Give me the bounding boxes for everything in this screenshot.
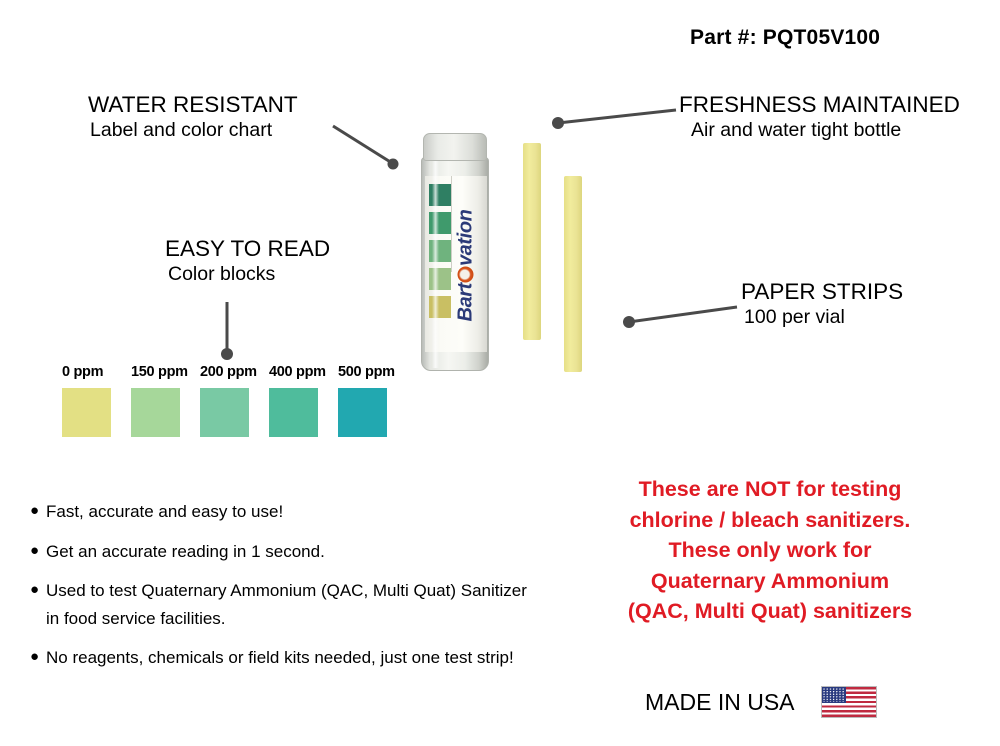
color-swatch-cell: 200 ppm [200, 364, 257, 437]
callout-water-resistant: WATER RESISTANT Label and color chart [88, 92, 298, 142]
leader-line-easy-to-read [221, 302, 233, 360]
vial-body: Bart vation [421, 157, 489, 371]
ppm-color-chart: 0 ppm 150 ppm 200 ppm 400 ppm 500 ppm [62, 364, 395, 437]
warning-line: chlorine / bleach sanitizers. [629, 507, 911, 532]
swatch-label: 400 ppm [269, 364, 326, 380]
product-vial: Bart vation [421, 133, 489, 371]
vial-label-seam [451, 176, 452, 272]
vial-brand: Bart vation [452, 176, 480, 352]
bullet-marker: ● [30, 541, 40, 559]
swatch-box [62, 388, 111, 437]
callout-subtext: Air and water tight bottle [691, 118, 902, 141]
callout-heading: WATER RESISTANT [88, 92, 298, 117]
vial-color-block [429, 212, 451, 234]
color-swatch-cell: 150 ppm [131, 364, 188, 437]
part-number: Part #: PQT05V100 [690, 26, 881, 49]
vial-color-block [429, 184, 451, 206]
bullet-text: Get an accurate reading in 1 second. [46, 541, 325, 561]
swatch-label: 0 ppm [62, 364, 104, 380]
bullet-marker: ● [30, 581, 40, 599]
swatch-box [338, 388, 387, 437]
warning-notice: These are NOT for testing chlorine / ble… [570, 474, 970, 627]
paper-strip [523, 143, 541, 340]
bullet-marker: ● [30, 502, 40, 519]
bullet-marker: ● [30, 648, 40, 666]
flag-canton [821, 687, 846, 703]
vial-color-block [429, 296, 451, 318]
made-in-usa-badge: MADE IN USA [645, 686, 877, 718]
bartovation-logo-icon [457, 266, 474, 283]
callout-heading: EASY TO READ [165, 236, 331, 261]
callout-subtext: Label and color chart [90, 118, 273, 141]
brand-text-before: Bart [454, 283, 477, 322]
swatch-label: 500 ppm [338, 364, 395, 380]
warning-line: These are NOT for testing [638, 477, 902, 501]
vial-color-block [429, 240, 451, 262]
color-swatch-cell: 0 ppm [62, 364, 111, 437]
vial-color-block [429, 268, 451, 290]
callout-easy-to-read: EASY TO READ Color blocks [165, 236, 330, 286]
list-item: ● No reagents, chemicals or field kits n… [30, 644, 540, 672]
swatch-label: 200 ppm [200, 364, 257, 380]
warning-line: These only work for [668, 538, 872, 563]
brand-text-after: vation [454, 209, 477, 267]
swatch-box [269, 388, 318, 437]
vial-color-blocks [429, 184, 451, 318]
callout-paper-strips: PAPER STRIPS 100 per vial [741, 279, 903, 329]
leader-line-freshness [552, 108, 677, 129]
callout-subtext: Color blocks [168, 262, 276, 285]
callout-heading: FRESHNESS MAINTAINED [679, 92, 960, 117]
color-swatch-cell: 400 ppm [269, 364, 326, 437]
leader-line-paper-strips [623, 305, 738, 328]
callout-freshness-maintained: FRESHNESS MAINTAINED Air and water tight… [679, 92, 960, 142]
warning-line: (QAC, Multi Quat) sanitizers [627, 599, 913, 624]
color-swatch-cell: 500 ppm [338, 364, 395, 437]
callout-heading: PAPER STRIPS [741, 279, 904, 304]
list-item: ● Fast, accurate and easy to use! [30, 498, 540, 526]
bullet-text: No reagents, chemicals or field kits nee… [46, 648, 514, 668]
bullet-text: Fast, accurate and easy to use! [46, 502, 284, 521]
swatch-label: 150 ppm [131, 364, 188, 380]
list-item: ● Get an accurate reading in 1 second. [30, 538, 540, 566]
bullet-text: Used to test Quaternary Ammonium (QAC, M… [46, 581, 527, 628]
leader-line-water-resistant [332, 124, 399, 170]
swatch-box [131, 388, 180, 437]
callout-subtext: 100 per vial [744, 305, 845, 328]
vial-cap [423, 133, 487, 161]
swatch-box [200, 388, 249, 437]
vial-brand-text: Bart vation [455, 177, 478, 355]
warning-line: Quaternary Ammonium [650, 568, 890, 593]
feature-bullet-list: ● Fast, accurate and easy to use! ● Get … [30, 498, 540, 684]
made-in-usa-text: MADE IN USA [645, 688, 795, 715]
us-flag-icon [820, 686, 877, 718]
paper-strip [564, 176, 582, 372]
list-item: ● Used to test Quaternary Ammonium (QAC,… [30, 577, 540, 632]
